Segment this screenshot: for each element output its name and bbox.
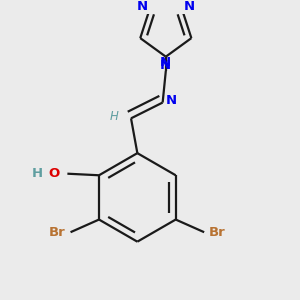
Text: N: N (184, 0, 195, 13)
Text: H: H (32, 167, 43, 180)
Text: N: N (160, 59, 171, 72)
Text: N: N (136, 0, 148, 13)
Text: H: H (109, 110, 118, 123)
Text: O: O (48, 167, 59, 180)
Text: N: N (160, 56, 171, 69)
Text: Br: Br (49, 226, 66, 239)
Text: Br: Br (209, 226, 226, 239)
Text: N: N (166, 94, 177, 107)
